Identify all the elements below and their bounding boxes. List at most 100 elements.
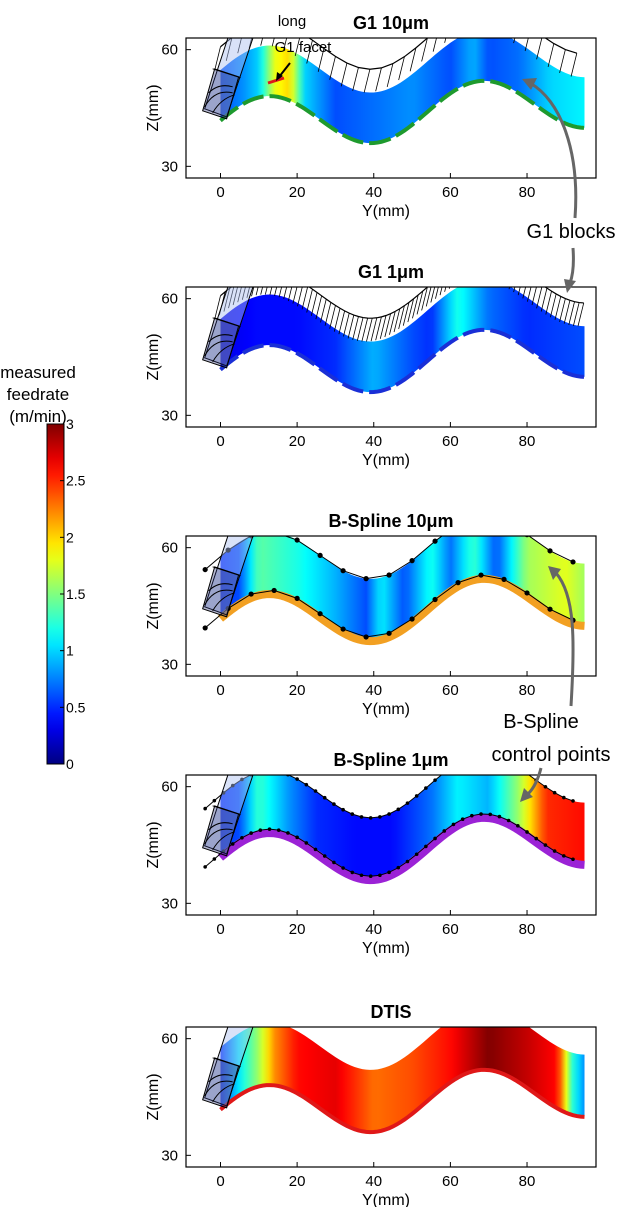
control-point: [341, 807, 345, 812]
g1-block-segment: [491, 258, 497, 281]
g1-block-segment: [386, 63, 394, 88]
g1-blocks-arrow-upper: [529, 81, 578, 219]
g1-block-segment: [402, 302, 410, 326]
g1-block-segment: [379, 315, 387, 339]
x-axis-label: Y(mm): [362, 940, 410, 957]
y-tick-label: 30: [161, 895, 178, 912]
control-point: [571, 799, 575, 803]
g1-block-segment: [430, 287, 436, 303]
annotation-bspline-control-points: B-Spline control points: [492, 566, 610, 802]
g1-block-segment: [315, 295, 323, 320]
x-tick-label: 20: [289, 921, 306, 938]
colorbar-label-line3: (m/min): [9, 407, 67, 426]
g1-block-segment: [389, 311, 396, 335]
control-point: [451, 822, 456, 827]
control-point: [363, 634, 369, 640]
control-point: [516, 766, 520, 770]
x-tick-label: 80: [519, 1173, 536, 1190]
g1-block-segment: [458, 260, 464, 283]
lower-edge: [219, 327, 585, 395]
x-tick-label: 80: [519, 184, 536, 201]
cutting-tool: [202, 287, 254, 369]
control-point: [212, 857, 217, 861]
control-point: [322, 854, 327, 858]
g1-block-segment: [456, 13, 462, 36]
control-point: [562, 854, 566, 858]
control-point: [424, 844, 428, 849]
x-axis-label: Y(mm): [362, 701, 410, 718]
lower-edge: [217, 574, 585, 646]
control-point: [304, 782, 309, 787]
g1-block-segment: [352, 316, 359, 340]
control-point: [543, 784, 548, 789]
long-facet-arrowhead: [276, 72, 283, 81]
control-point: [332, 860, 336, 865]
g1-block-segment: [477, 256, 483, 279]
control-point: [341, 866, 345, 870]
g1-block-segment: [568, 301, 575, 326]
x-tick-label: 80: [519, 921, 536, 938]
panel-title: G1 1μm: [358, 262, 424, 282]
colorbar-label-line1: measured: [0, 363, 76, 382]
g1-block-segment: [264, 287, 268, 295]
g1-block-segment: [246, 287, 250, 298]
control-point: [387, 812, 391, 816]
g1-block-segment: [481, 256, 487, 279]
control-point: [350, 812, 355, 816]
x-tick-label: 0: [216, 433, 224, 450]
panel-title: DTIS: [370, 1002, 411, 1022]
control-point: [470, 813, 474, 818]
lower-edge: [219, 78, 585, 146]
swept-surface: [220, 775, 585, 881]
annotation-g1-blocks: G1 blocks: [522, 78, 615, 293]
swept-surface: [220, 38, 585, 144]
bspline-cp-label-line1: B-Spline: [503, 711, 579, 733]
x-axis-label: Y(mm): [362, 452, 410, 469]
bspline-cp-arrowhead-upper: [548, 566, 561, 580]
g1-block-segment: [301, 287, 309, 310]
axes-frame: [185, 37, 597, 179]
control-point: [432, 538, 438, 544]
control-point: [294, 595, 300, 601]
bspline-cp-arrow-lower: [526, 767, 543, 796]
cutting-tool: [202, 1027, 254, 1109]
control-point: [317, 611, 323, 617]
g1-block-segment: [407, 298, 414, 323]
swept-surface: [220, 1027, 585, 1133]
colorbar-ticks: 0 0.5 1 1.5 2 2.5 3: [60, 416, 86, 772]
control-point: [547, 548, 553, 554]
y-tick-label: 60: [161, 540, 178, 557]
y-axis-label: Z(mm): [145, 582, 162, 629]
control-point: [396, 865, 401, 870]
g1-block-segment: [513, 287, 516, 293]
control-point: [442, 771, 446, 775]
control-point: [562, 795, 566, 800]
x-tick-label: 60: [442, 682, 459, 699]
x-tick-label: 20: [289, 1173, 306, 1190]
g1-block-segment: [463, 259, 469, 282]
g1-block-segment: [306, 289, 313, 313]
control-point: [295, 835, 299, 840]
g1-block-segment: [398, 305, 405, 330]
g1-block-segment: [375, 316, 382, 341]
control-point: [359, 815, 364, 819]
g1-block-segment: [343, 313, 350, 337]
control-point: [497, 814, 502, 819]
g1-block-segment: [479, 7, 485, 30]
control-point: [470, 756, 474, 760]
g1-block-segment: [502, 13, 508, 36]
g1-block-segment: [255, 287, 259, 296]
control-point: [455, 580, 461, 586]
g1-block-segment: [260, 38, 264, 46]
swept-surface: [220, 287, 585, 393]
x-tick-label: 60: [442, 921, 459, 938]
control-point: [378, 873, 382, 878]
g1-block-segment: [232, 287, 238, 306]
control-point: [387, 870, 391, 875]
g1-block-segment: [278, 287, 283, 298]
y-tick-label: 60: [161, 779, 178, 796]
control-point: [350, 870, 355, 875]
control-point: [271, 587, 277, 594]
colorbar-tick-label: 1: [66, 643, 74, 659]
